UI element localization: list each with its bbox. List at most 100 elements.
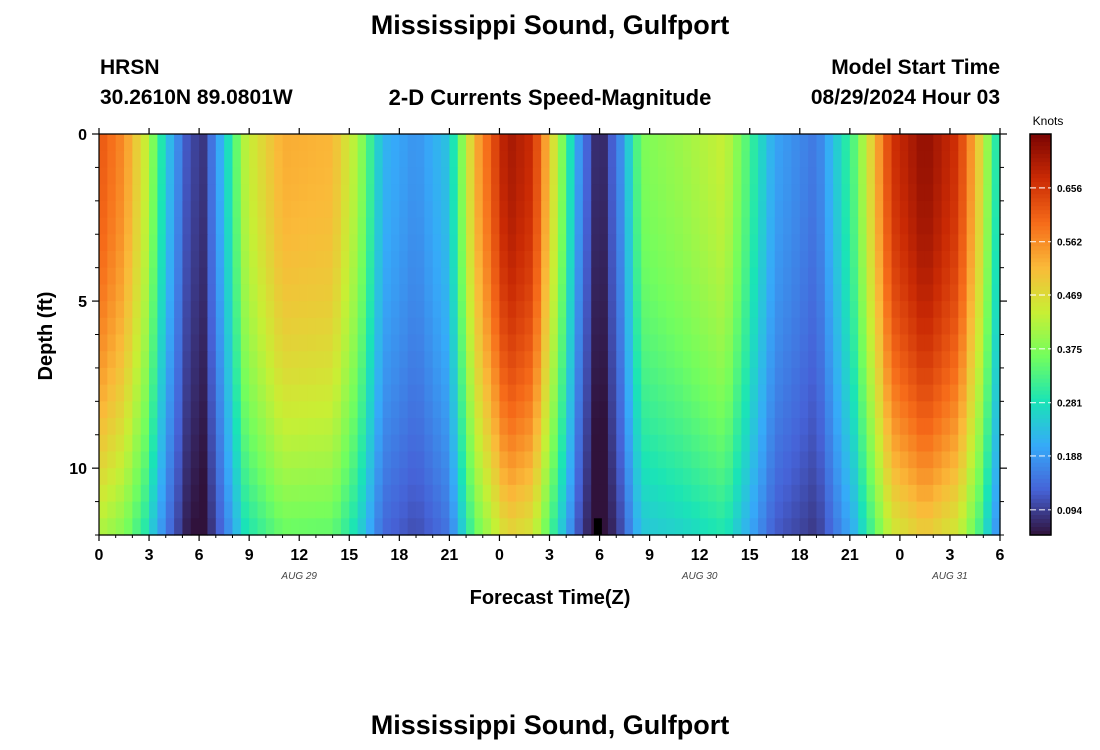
heatmap-cell xyxy=(616,317,626,336)
heatmap-cell xyxy=(799,468,809,486)
heatmap-cell xyxy=(432,501,442,519)
heatmap-cell xyxy=(182,351,192,369)
heatmap-cell xyxy=(299,200,309,219)
heatmap-cell xyxy=(582,150,592,169)
heatmap-cell xyxy=(549,434,559,453)
heatmap-cell xyxy=(282,234,292,252)
heatmap-cell xyxy=(924,150,934,169)
heatmap-cell xyxy=(783,234,793,252)
heatmap-cell xyxy=(349,418,359,436)
heatmap-cell xyxy=(382,200,392,219)
heatmap-cell xyxy=(724,518,734,536)
heatmap-cell xyxy=(407,468,417,486)
y-axis-label: Depth (ft) xyxy=(35,292,57,381)
heatmap-cell xyxy=(991,384,1001,402)
colorbar-segment xyxy=(1030,282,1051,287)
heatmap-cell xyxy=(249,134,259,152)
heatmap-cell xyxy=(516,250,526,269)
heatmap-cell xyxy=(866,468,876,486)
heatmap-cell xyxy=(424,351,434,369)
heatmap-cell xyxy=(799,418,809,436)
heatmap-cell xyxy=(474,334,484,352)
heatmap-cell xyxy=(416,167,425,185)
heatmap-cell xyxy=(624,234,634,252)
heatmap-cell xyxy=(974,434,984,453)
colorbar-tick-label: 0.281 xyxy=(1057,399,1082,410)
heatmap-cell xyxy=(315,217,325,235)
heatmap-cell xyxy=(532,217,542,235)
heatmap-cell xyxy=(499,434,509,453)
heatmap-cell xyxy=(390,484,400,503)
heatmap-cell xyxy=(941,468,951,486)
heatmap-cell xyxy=(407,284,417,302)
heatmap-cell xyxy=(674,167,684,185)
heatmap-cell xyxy=(382,468,392,486)
heatmap-cell xyxy=(340,418,350,436)
heatmap-cell xyxy=(199,351,209,369)
heatmap-cell xyxy=(290,317,300,336)
heatmap-cell xyxy=(365,150,375,169)
heatmap-cell xyxy=(265,518,275,536)
heatmap-cell xyxy=(824,351,834,369)
heatmap-cell xyxy=(374,234,384,252)
heatmap-cell xyxy=(516,384,526,402)
colorbar-segment xyxy=(1030,150,1051,155)
heatmap-cell xyxy=(457,351,467,369)
heatmap-cell xyxy=(132,317,142,336)
heatmap-cell xyxy=(582,351,592,369)
heatmap-cell xyxy=(165,334,175,352)
heatmap-cell xyxy=(983,217,993,235)
heatmap-cell xyxy=(174,217,184,235)
heatmap-cell xyxy=(716,334,726,352)
heatmap-cell xyxy=(215,167,225,185)
heatmap-cell xyxy=(674,418,684,436)
heatmap-cell xyxy=(99,384,108,402)
heatmap-cell xyxy=(766,468,776,486)
heatmap-cell xyxy=(466,468,476,486)
heatmap-cell xyxy=(758,501,767,519)
station-coordinates: 30.2610N 89.0801W xyxy=(100,86,293,109)
heatmap-cell xyxy=(899,384,909,402)
heatmap-cell xyxy=(607,167,617,185)
heatmap-cell xyxy=(124,468,133,486)
heatmap-cell xyxy=(466,451,476,469)
heatmap-cell xyxy=(616,284,626,302)
heatmap-cell xyxy=(441,468,450,486)
heatmap-cell xyxy=(374,217,384,235)
heatmap-cell xyxy=(307,518,317,536)
heatmap-cell xyxy=(282,250,292,269)
heatmap-cell xyxy=(908,484,918,503)
heatmap-cell xyxy=(724,184,734,202)
heatmap-cell xyxy=(541,150,551,169)
heatmap-cell xyxy=(249,384,259,402)
heatmap-cell xyxy=(724,401,734,419)
heatmap-cell xyxy=(307,234,317,252)
heatmap-cell xyxy=(324,518,334,536)
heatmap-cell xyxy=(682,384,692,402)
heatmap-cell xyxy=(149,351,158,369)
heatmap-cell xyxy=(849,384,859,402)
heatmap-cell xyxy=(758,518,767,536)
heatmap-cell xyxy=(541,501,551,519)
heatmap-cell xyxy=(124,184,133,202)
heatmap-cell xyxy=(874,434,884,453)
colorbar-segment xyxy=(1030,470,1051,476)
heatmap-cell xyxy=(841,484,851,503)
heatmap-cell xyxy=(182,434,192,453)
heatmap-cell xyxy=(557,184,567,202)
heatmap-cell xyxy=(224,234,234,252)
heatmap-cell xyxy=(115,301,125,319)
heatmap-cell xyxy=(824,200,834,219)
heatmap-cell xyxy=(340,367,350,386)
heatmap-cell xyxy=(349,301,359,319)
heatmap-cell xyxy=(207,234,217,252)
heatmap-cell xyxy=(949,434,959,453)
heatmap-cell xyxy=(632,267,642,285)
heatmap-cell xyxy=(883,367,893,386)
heatmap-cell xyxy=(841,184,851,202)
heatmap-cell xyxy=(115,250,125,269)
heatmap-cell xyxy=(566,301,576,319)
heatmap-cell xyxy=(833,267,843,285)
heatmap-cell xyxy=(883,384,893,402)
heatmap-cell xyxy=(899,367,909,386)
